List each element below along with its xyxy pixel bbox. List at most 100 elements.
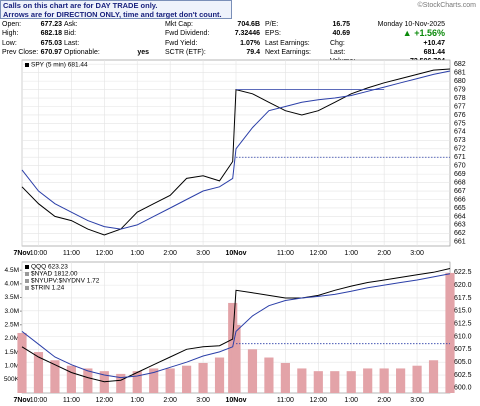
y-tick-label: 622.5 [454,269,472,276]
quote-row: Ask: [64,20,149,29]
volume-bar [247,349,258,393]
quote-value: 16.75 [332,21,350,28]
y-tick-label: 682 [454,61,466,68]
quote-label: EPS: [265,30,281,38]
x-tick-label: 2:00 [377,397,391,404]
volume-bar [445,272,455,393]
x-tick-label: 10Nov [225,250,246,257]
y2-tick-label: 4.5M [5,267,19,274]
y2-tick-label: 500K [4,376,20,383]
quote-label: Last: [64,39,80,47]
summary-value: +10.47 [423,39,445,47]
y-tick-label: 661 [454,239,466,246]
quote-value: 7.32446 [234,30,260,38]
x-tick-label: 10:00 [30,250,48,257]
y-tick-label: 677 [454,103,466,110]
summary-label: Chg: [330,39,345,47]
legend-swatch [25,265,29,269]
y-tick-label: 675 [454,120,466,127]
y-tick-label: 668 [454,179,466,186]
summary-row: Chg: +10.47 [330,39,445,48]
copyright: ©StockCharts.com [417,2,476,9]
quote-label: Low: [2,39,17,47]
quote-column: P/E: 16.75 EPS: 40.69 Last Earnings: Next Ear… [265,20,350,57]
quote-row: Optionable: yes [64,48,149,57]
quote-label: Ask: [64,21,78,28]
y2-tick-label: 1.0M [5,362,19,369]
y-tick-label: 673 [454,137,466,144]
x-tick-label: 2:00 [163,250,177,257]
y-tick-label: 600.0 [454,385,472,392]
y-tick-label: 663 [454,222,466,229]
y-tick-label: 670 [454,163,466,170]
x-tick-label: 11:00 [63,397,80,404]
quote-row: Mkt Cap: 704.6B [165,20,260,29]
x-tick-label: 2:00 [377,250,391,257]
volume-bar [198,362,208,393]
quote-value: 1.07% [240,39,260,47]
y-tick-label: 620.0 [454,282,472,289]
volume-bar [182,365,192,393]
volume-bar [83,368,93,393]
y-tick-label: 664 [454,213,466,220]
quote-label: Open: [2,21,22,28]
x-tick-label: 10:00 [30,397,48,404]
volume-bar [149,368,159,393]
volume-bar [50,360,60,393]
y2-tick-label: 2.0M [5,335,19,342]
y-tick-label: 676 [454,112,466,119]
price-line [21,273,451,379]
volume-bar [116,373,126,393]
y2-tick-label: 3.0M [5,308,19,315]
x-tick-label: 12:00 [310,397,328,404]
legend-entry: SPY (5 min) 681.44 [31,62,88,69]
quote-label: Fwd Dividend: [165,30,210,38]
price-line [21,268,451,383]
x-tick-label: 11:00 [277,397,294,404]
quote-value: 682.18 [40,30,62,38]
legend-entry: QQQ 623.23 [31,264,68,271]
volume-bar [214,357,225,393]
quote-row: Last Earnings: [265,39,350,48]
x-tick-label: 12:00 [310,250,328,257]
note-line: Calls on this chart are for DAY TRADE on… [3,1,158,10]
volume-bar [363,368,373,393]
quote-row: Bid: [64,29,149,38]
y-tick-label: 666 [454,196,466,203]
y-tick-label: 681 [454,70,466,77]
x-tick-label: 3:00 [196,397,210,404]
volume-bar [66,365,76,393]
legend-swatch [25,272,29,276]
legend-entry: $NYUPV:$NYDNV 1.72 [31,278,100,285]
y-tick-label: 617.5 [454,295,472,302]
quote-row: Open: 677.23 [2,20,62,29]
x-tick-label: 11:00 [277,250,294,257]
volume-bar [132,371,142,393]
x-tick-label: 3:00 [196,250,210,257]
volume-bar [412,365,422,393]
volume-bar [346,371,356,393]
quote-value: 704.6B [237,21,260,28]
y2-tick-label: 1.5M [5,349,19,356]
y-tick-label: 667 [454,188,466,195]
quote-value: 670.97 [40,48,62,56]
legend-swatch [25,279,29,283]
quote-column: Mkt Cap: 704.6B Fwd Dividend: 7.32446 Fwd Yi… [165,20,260,57]
summary-value: 681.44 [423,48,445,56]
quote-value: 79.4 [246,48,260,56]
x-tick-label: 1:00 [130,250,144,257]
x-tick-label: 3:00 [410,397,424,404]
y-tick-label: 669 [454,171,466,178]
note-line: Arrows are for DIRECTION ONLY, time and … [3,10,222,19]
x-tick-label: 12:00 [96,397,114,404]
x-tick-label: 11:00 [63,250,80,257]
quote-column: Open: 677.23 High: 682.18 Low: 675.03 Prev Clo… [2,20,62,57]
x-tick-label: 2:00 [163,397,177,404]
y-tick-label: 662 [454,230,466,237]
x-tick-label: 10Nov [225,397,246,404]
y-tick-label: 678 [454,95,466,102]
volume-bar [379,368,389,393]
y-tick-label: 674 [454,129,466,136]
quote-value: yes [137,48,149,56]
